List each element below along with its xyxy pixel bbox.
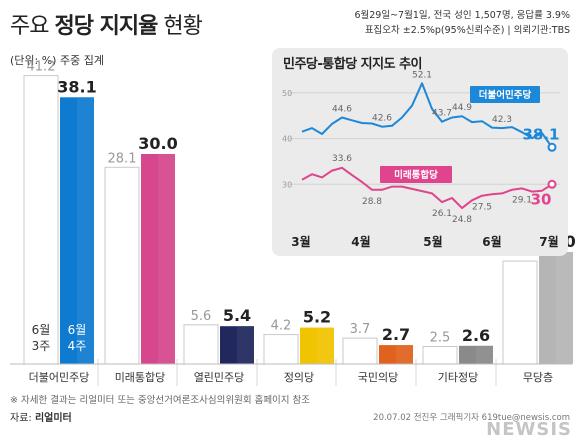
- series-end-marker-0: [547, 142, 557, 152]
- point-label-0-2: 52.1: [412, 70, 432, 80]
- point-label-0-4: 44.9: [452, 103, 472, 113]
- gridline-label-0: 50: [282, 89, 292, 98]
- legend-tag-text-1: 미래통합당: [394, 169, 438, 181]
- category-label-3: 정의당: [284, 371, 314, 384]
- credit: 20.07.02 전진우 그래픽기자 619tue@newsis.com: [373, 413, 570, 423]
- category-label-1: 미래통합당: [115, 371, 166, 384]
- x-tick-1: 4월: [351, 234, 370, 249]
- newsis-watermark: NEWSIS: [486, 419, 572, 440]
- source: 자료: 리얼미터: [10, 413, 72, 424]
- point-label-1-3: 24.8: [452, 215, 472, 225]
- series-line-0: [301, 82, 553, 148]
- footnote: ※ 자세한 결과는 리얼미터 또는 중앙선거여론조사심의위원회 홈페이지 참조: [10, 395, 311, 406]
- bar-prev-4: [342, 337, 378, 365]
- trend-inset-panel: [272, 48, 568, 256]
- point-label-1-6: 30: [531, 190, 552, 208]
- point-label-1-4: 27.5: [472, 203, 492, 213]
- legend-tag-text-0: 더불어민주당: [479, 89, 532, 101]
- point-label-1-5: 29.1: [512, 195, 532, 205]
- survey-meta: 6월29일~7월1일, 전국 성인 1,507명, 응답률 3.9% 표집오차 …: [240, 8, 570, 38]
- gridline-label-1: 40: [282, 135, 292, 144]
- bar-prev-6: [502, 260, 538, 365]
- bar-curr-shade-3: [317, 327, 334, 364]
- point-label-0-5: 42.3: [492, 115, 512, 125]
- point-label-1-0: 33.6: [332, 154, 352, 164]
- survey-info: 6월29일~7월1일, 전국 성인 1,507명, 응답률 3.9%: [354, 10, 570, 21]
- bar-prev-2: [183, 324, 219, 365]
- trend-line-chart: 50 40 30 3월 4월 5월 6월 7월 44.6 42.6 52.1 43.744.9 42.3…: [282, 70, 560, 249]
- category-label-5: 기타정당: [438, 371, 478, 384]
- page-title: 주요 정당 지지율 현황: [10, 14, 203, 39]
- legend-tag-box-1: [380, 166, 452, 183]
- x-tick-4: 7월: [539, 234, 558, 249]
- bar-curr-shade-1: [158, 154, 175, 364]
- bar-curr-shade-4: [396, 345, 413, 364]
- x-tick-2: 5월: [423, 234, 442, 249]
- category-label-4: 국민의당: [358, 371, 398, 384]
- bar-prev-1: [104, 166, 140, 365]
- trend-chart-title: 민주당-통합당 지지도 추이: [283, 57, 423, 72]
- bar-prev-3: [263, 334, 299, 365]
- bar-prev-5: [422, 346, 458, 365]
- unit-label: (단위: %) 주중 집계: [10, 54, 104, 67]
- gridline-label-2: 30: [282, 180, 292, 189]
- value-label-prev-0: 41.2: [27, 60, 56, 75]
- point-label-1-1: 28.8: [362, 197, 382, 207]
- bar-curr-shade-0: [77, 97, 94, 365]
- value-label-prev-1: 28.1: [108, 151, 137, 166]
- value-label-curr-3: 5.2: [303, 308, 331, 327]
- point-label-0-1: 42.6: [372, 114, 392, 124]
- value-label-prev-2: 5.6: [191, 309, 212, 324]
- category-label-2: 열린민주당: [194, 371, 245, 384]
- point-label-0-6: 38.1: [522, 125, 559, 143]
- category-label-0: 더불어민주당: [29, 371, 90, 384]
- series-end-marker-1: [547, 179, 557, 189]
- point-label-0-0: 44.6: [332, 105, 352, 115]
- value-label-curr-4: 2.7: [382, 325, 410, 344]
- value-label-curr-0: 38.1: [57, 77, 96, 96]
- sampling-error-info: 표집오차 ±2.5%p(95%신뢰수준) | 의뢰기관:TBS: [364, 25, 570, 36]
- series-label-curr-line1: 6월: [68, 323, 87, 337]
- bar-curr-shade-5: [476, 345, 493, 364]
- point-label-1-2: 26.1: [432, 209, 452, 219]
- value-label-prev-5: 2.5: [430, 331, 451, 346]
- legend-tag-1: 미래통합당: [380, 166, 452, 183]
- value-label-curr-5: 2.6: [462, 326, 490, 345]
- series-line-1: [301, 166, 553, 210]
- value-label-curr-1: 30.0: [138, 134, 177, 153]
- x-tick-0: 3월: [291, 234, 310, 249]
- bar-curr-shade-6: [556, 252, 573, 364]
- legend-tag-0: 더불어민주당: [470, 86, 540, 103]
- series-label-prev-line1: 6월: [32, 323, 51, 337]
- category-label-6: 무당층: [523, 371, 553, 384]
- value-label-prev-4: 3.7: [350, 322, 371, 337]
- bar-prev-0: [23, 75, 59, 365]
- legend-tag-box-0: [470, 86, 540, 103]
- bar-curr-shade-2: [237, 326, 254, 364]
- x-tick-3: 6월: [482, 234, 501, 249]
- series-label-prev-line2: 3주: [32, 339, 51, 353]
- value-label-prev-3: 4.2: [271, 319, 292, 334]
- value-label-curr-2: 5.4: [223, 306, 251, 325]
- point-label-0-3: 43.7: [432, 109, 452, 119]
- series-label-curr-line2: 4주: [68, 339, 87, 353]
